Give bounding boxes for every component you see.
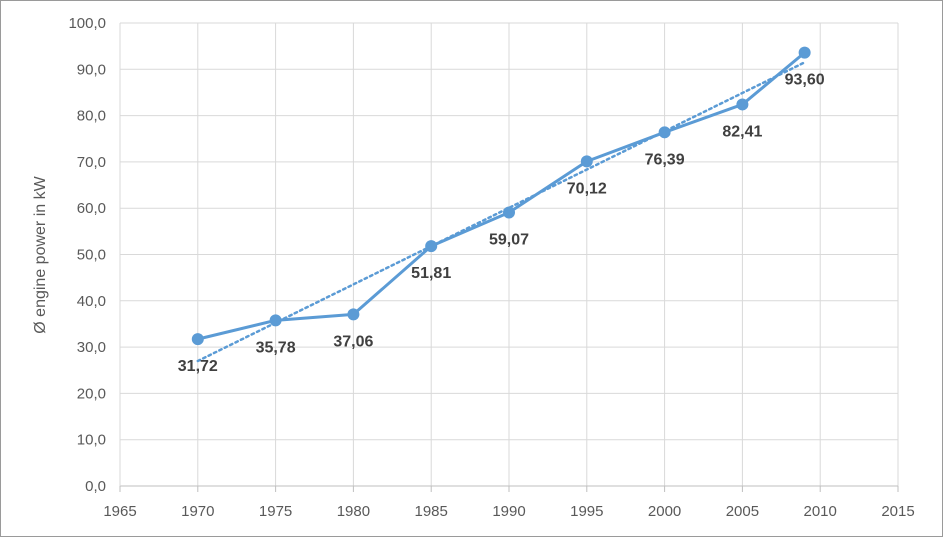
y-tick-label: 30,0 <box>77 339 106 356</box>
y-tick-label: 10,0 <box>77 432 106 449</box>
y-tick-label: 50,0 <box>77 247 106 264</box>
y-tick-labels: 0,0 10,0 20,0 30,0 40,0 50,0 60,0 70,0 80,0 90,0 1… <box>68 15 106 495</box>
data-point <box>798 46 811 59</box>
data-label: 76,39 <box>645 151 685 168</box>
y-tick-label: 0,0 <box>85 478 106 495</box>
x-tick-label: 2000 <box>648 503 681 520</box>
data-label: 93,60 <box>785 72 825 89</box>
axes <box>119 23 899 492</box>
data-point <box>736 98 749 111</box>
y-tick-label: 100,0 <box>68 15 106 32</box>
y-tick-label: 40,0 <box>77 293 106 310</box>
x-tick-label: 1980 <box>337 503 370 520</box>
y-axis-label: Ø engine power in kW <box>32 175 49 333</box>
y-tick-label: 20,0 <box>77 385 106 402</box>
x-tick-label: 2015 <box>881 503 914 520</box>
data-labels: 31,72 35,78 37,06 51,81 59,07 70,12 76,39 82,41… <box>178 72 825 376</box>
x-tick-labels: 1965 1970 1975 1980 1985 1990 1995 2000 2005 2010… <box>103 503 914 520</box>
gridlines <box>120 22 899 486</box>
x-tick-label: 1985 <box>415 503 448 520</box>
x-tick-label: 1975 <box>259 503 292 520</box>
data-point <box>347 308 360 321</box>
data-label: 51,81 <box>411 265 451 282</box>
data-point <box>269 314 282 327</box>
data-point <box>580 155 593 168</box>
data-label: 31,72 <box>178 358 218 375</box>
data-label: 59,07 <box>489 232 529 249</box>
data-label: 70,12 <box>567 180 607 197</box>
x-tick-label: 2010 <box>804 503 837 520</box>
x-tick-label: 1965 <box>103 503 136 520</box>
trendline <box>196 61 806 363</box>
x-tick-label: 1995 <box>570 503 603 520</box>
series-group <box>197 51 806 341</box>
data-point <box>191 333 204 346</box>
data-point <box>425 240 438 253</box>
y-tick-label: 60,0 <box>77 200 106 217</box>
y-tick-label: 70,0 <box>77 154 106 171</box>
x-tick-label: 1990 <box>492 503 525 520</box>
y-tick-label: 80,0 <box>77 108 106 125</box>
x-tick-label: 2005 <box>726 503 759 520</box>
y-tick-label: 90,0 <box>77 61 106 78</box>
data-label: 35,78 <box>256 339 296 356</box>
data-label: 82,41 <box>722 123 762 140</box>
data-points <box>191 46 811 346</box>
x-tick-label: 1970 <box>181 503 214 520</box>
data-label: 37,06 <box>333 333 373 350</box>
data-point <box>658 126 671 139</box>
trendline-group <box>196 61 806 363</box>
data-point <box>503 206 515 219</box>
series-line <box>197 51 806 341</box>
